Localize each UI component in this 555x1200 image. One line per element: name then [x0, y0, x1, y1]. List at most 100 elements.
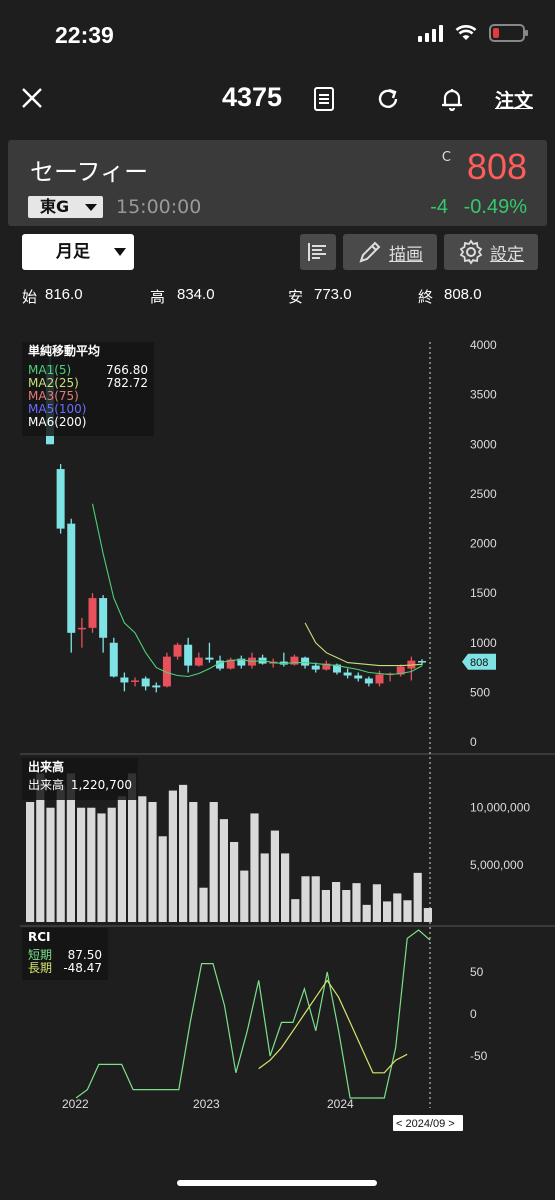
bar-list-icon	[308, 243, 326, 261]
volume-bar	[393, 893, 402, 922]
open-value: 816.0	[45, 286, 83, 303]
volume-bar	[230, 842, 239, 922]
volume-bar	[413, 872, 422, 922]
stock-chart[interactable]: 0500100015002000250030003500400080810,00…	[0, 330, 555, 1140]
current-price: 808	[466, 146, 527, 187]
high-value: 834.0	[177, 286, 215, 303]
rci-long-value: -48.47	[63, 961, 102, 975]
volume-bar	[97, 813, 106, 922]
rci-short-name: 短期	[28, 948, 53, 962]
volume-bar	[270, 830, 279, 922]
x-axis-label: 2022	[62, 1097, 89, 1111]
volume-name: 出来高	[28, 778, 65, 792]
settings-label: 設定	[490, 244, 524, 265]
volume-bar	[189, 802, 198, 922]
rci-legend-title: RCI	[28, 930, 51, 944]
price-y-tick-label: 0	[470, 735, 477, 749]
stock-code-title: 4375	[222, 82, 283, 112]
dropdown-arrow-icon	[85, 204, 97, 211]
candle-body	[88, 598, 97, 628]
volume-legend: 出来高 出来高 1,220,700	[22, 758, 138, 800]
home-indicator	[177, 1180, 377, 1186]
price-change: -4 -0.49%	[430, 196, 527, 219]
ma1-name: MA1(5)	[28, 363, 72, 377]
volume-bar	[77, 807, 86, 922]
battery-icon	[489, 24, 528, 42]
last-price-marker	[462, 653, 496, 670]
volume-value: 1,220,700	[70, 778, 132, 792]
volume-bar	[117, 796, 126, 922]
close-label: 終	[418, 289, 434, 306]
last-price-label: 808	[470, 657, 488, 669]
rci-line-short	[75, 929, 431, 1099]
low-label: 安	[288, 289, 304, 306]
high-label: 高	[150, 289, 166, 306]
candle-body	[322, 663, 331, 670]
period-selector[interactable]: 月足	[22, 234, 134, 270]
status-time: 22:39	[55, 22, 114, 48]
volume-y-tick-label: 5,000,000	[470, 858, 524, 872]
candle-body	[56, 469, 65, 529]
settings-button[interactable]: 設定	[444, 234, 538, 270]
cursor-date-box	[393, 1115, 463, 1131]
volume-bar	[158, 836, 167, 922]
rci-legend: RCI 短期 87.50 長期 -48.47	[22, 928, 108, 980]
candle-body	[237, 658, 246, 666]
bell-icon[interactable]	[439, 86, 465, 112]
volume-bar	[250, 813, 259, 922]
ma5-name: MA5(100)	[28, 402, 87, 416]
candle-body	[332, 664, 341, 673]
open-label: 始	[22, 289, 38, 306]
volume-bar	[219, 819, 228, 922]
nav-bar: 4375 注文	[0, 72, 555, 128]
candle-body	[162, 656, 171, 687]
volume-bar	[26, 802, 35, 922]
volume-bar	[372, 884, 381, 922]
ohlc-row: 始 816.0 高 834.0 安 773.0 終 808.0	[0, 286, 555, 308]
volume-bar	[128, 773, 137, 922]
ma2-value: 782.72	[106, 376, 148, 390]
x-axis-label: 2023	[193, 1097, 220, 1111]
draw-button[interactable]: 描画	[343, 234, 437, 270]
order-button[interactable]: 注文	[494, 90, 533, 112]
volume-bar	[362, 904, 371, 922]
change-value: -4	[430, 196, 449, 218]
volume-bar	[260, 853, 269, 922]
volume-bar	[36, 773, 45, 922]
candle-body	[205, 657, 214, 660]
candle-body	[226, 659, 235, 669]
volume-bar	[321, 890, 330, 922]
volume-legend-title: 出来高	[28, 760, 65, 774]
ma-line-2	[304, 622, 423, 667]
rci-short-value: 87.50	[67, 948, 102, 962]
price-y-tick-label: 500	[470, 685, 490, 699]
candle-body	[67, 523, 76, 633]
candle-body	[375, 674, 384, 684]
quote-time: 15:00:00	[116, 196, 202, 218]
ma-legend-title: 単純移動平均	[28, 344, 101, 358]
volume-bar	[352, 883, 361, 922]
ma-legend: 単純移動平均 MA1(5) 766.80 MA2(25) 782.72 MA3(75…	[22, 342, 154, 436]
layout-button[interactable]	[300, 234, 336, 270]
ma2-name: MA2(25)	[28, 376, 79, 390]
candle-body	[343, 672, 352, 676]
candle-body	[131, 680, 140, 682]
status-icons	[418, 24, 528, 42]
candle-body	[173, 644, 182, 657]
volume-bar	[107, 807, 116, 922]
price-y-tick-label: 2500	[470, 487, 497, 501]
volume-bar	[66, 773, 75, 922]
candle-body	[152, 685, 161, 688]
volume-bar	[179, 784, 188, 922]
ma-line-1	[91, 503, 423, 678]
quote-panel: セーフィー 東G 15:00:00 C 808 -4 -0.49%	[8, 140, 547, 226]
document-icon[interactable]	[311, 86, 337, 112]
candle-body	[120, 677, 129, 683]
market-selector[interactable]: 東G	[28, 196, 103, 218]
candle-body	[311, 665, 320, 670]
low-value: 773.0	[314, 286, 352, 303]
refresh-icon[interactable]	[375, 86, 401, 112]
price-y-tick-label: 3500	[470, 388, 497, 402]
close-icon[interactable]	[18, 84, 46, 112]
price-y-tick-label: 2000	[470, 537, 497, 551]
